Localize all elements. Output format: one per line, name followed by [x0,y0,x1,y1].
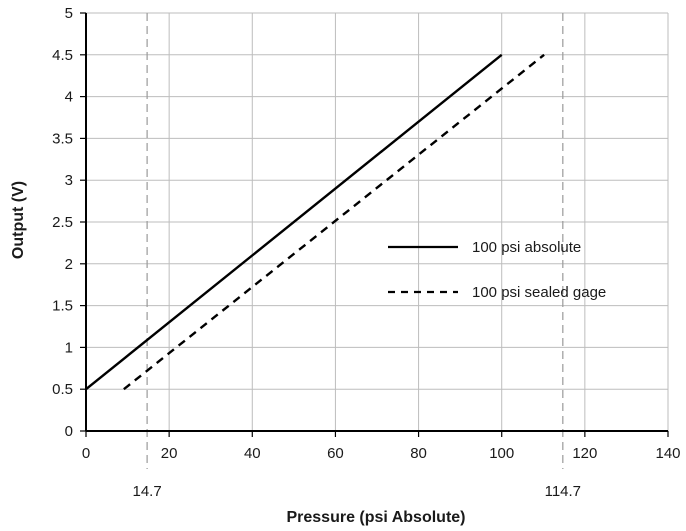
y-tick-label-0: 0 [65,423,73,440]
y-tick-label-1: 0.5 [52,381,73,398]
x-tick-label-6: 120 [572,445,597,462]
x-tick-labels: 0 20 40 60 80 100 120 140 [82,445,681,462]
reference-label-1: 114.7 [545,483,581,500]
x-tick-label-4: 80 [410,445,427,462]
y-tick-label-3: 1.5 [52,298,73,315]
x-axis-title: Pressure (psi Absolute) [286,509,465,526]
y-tick-label-8: 4 [65,89,73,106]
series-line-1 [123,53,545,391]
legend-label-absolute: 100 psi absolute [472,239,581,256]
reference-line-labels: 14.7 114.7 [133,483,582,500]
reference-label-0: 14.7 [133,483,162,500]
y-tick-label-6: 3 [65,172,73,189]
y-tick-label-2: 1 [65,339,73,356]
x-tick-label-2: 40 [244,445,261,462]
legend: 100 psi absolute 100 psi sealed gage [388,239,606,301]
grid [85,12,669,432]
x-tick-label-5: 100 [489,445,514,462]
legend-label-sealed-gage: 100 psi sealed gage [472,284,606,301]
series-lines [85,53,545,391]
x-tick-label-7: 140 [655,445,680,462]
y-tick-label-7: 3.5 [52,130,73,147]
x-tick-label-0: 0 [82,445,90,462]
axes [80,12,669,437]
x-tick-label-1: 20 [161,445,178,462]
y-tick-label-9: 4.5 [52,47,73,64]
y-axis-title: Output (V) [10,181,27,259]
y-tick-labels: 0 0.5 1 1.5 2 2.5 3 3.5 4 4.5 5 [52,5,73,440]
x-tick-label-3: 60 [327,445,344,462]
y-tick-label-10: 5 [65,5,73,22]
series-line-0 [85,53,503,391]
reference-lines [146,13,564,469]
y-tick-label-5: 2.5 [52,214,73,231]
y-tick-label-4: 2 [65,256,73,273]
